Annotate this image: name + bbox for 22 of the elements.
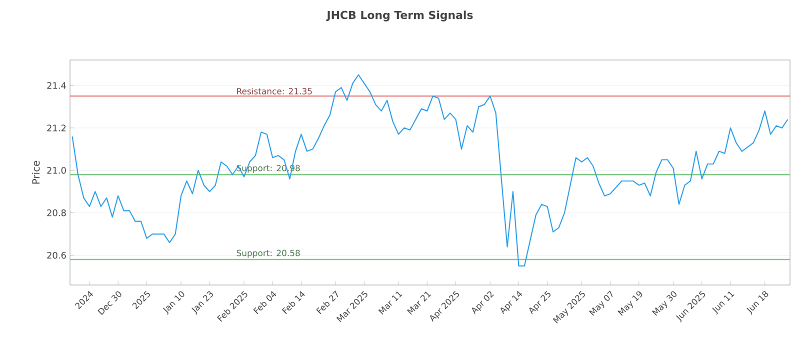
y-tick-label: 21.4 [47,82,66,89]
ref-line-label: Support: 20.58 [236,250,300,258]
x-tick-label: Apr 02 [472,291,494,314]
chart-title: JHCB Long Term Signals [326,10,473,22]
x-tick-label: Mar 21 [406,292,432,315]
x-tick-label: Dec 30 [98,291,122,315]
x-tick-label: Apr 25 [529,290,550,314]
x-tick-label: Mar 11 [378,292,402,315]
y-tick-label: 20.6 [47,252,66,259]
y-axis-title: Price [32,160,40,184]
ref-line-label: Resistance: 21.35 [237,88,312,94]
y-tick-label: 20.8 [47,209,66,216]
x-tick-label: Jun 18 [746,291,768,315]
x-tick-label: Feb 14 [282,291,305,314]
x-tick-label: Jan 10 [162,291,184,315]
x-tick-label: Apr 14 [500,290,522,314]
x-tick-label: Jan 23 [192,291,213,315]
y-tick-label: 21.0 [47,166,66,174]
x-tick-label: Feb 04 [253,291,276,314]
x-tick-label: Feb 27 [316,290,338,314]
x-tick-label: Jun 11 [712,292,734,315]
y-tick-label: 21.2 [47,124,66,132]
